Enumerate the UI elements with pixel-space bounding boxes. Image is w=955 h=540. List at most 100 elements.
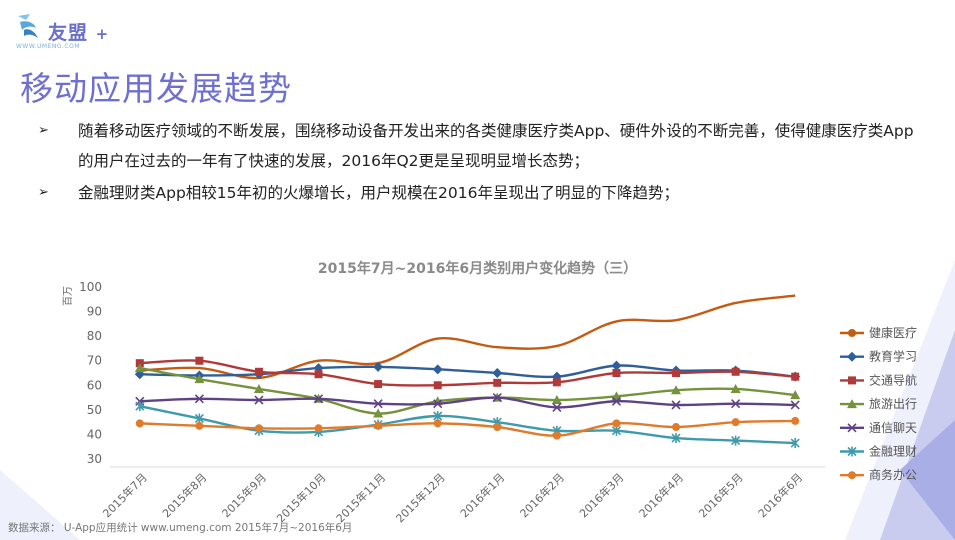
umeng-logo: 友盟 + WWW.UMENG.COM [12, 8, 122, 50]
x-tick-label: 2015年8月 [159, 470, 209, 520]
data-point [195, 356, 204, 365]
y-tick-label: 40 [87, 427, 102, 441]
y-tick-label: 70 [87, 354, 102, 368]
legend-swatch-marker [847, 423, 857, 433]
data-point [313, 394, 324, 404]
legend-swatch-marker [847, 351, 857, 362]
x-tick-label: 2016年5月 [696, 470, 746, 520]
data-point [314, 424, 323, 433]
data-point [254, 367, 263, 376]
x-tick-label: 2015年12月 [393, 470, 448, 525]
data-point [254, 395, 264, 405]
deco-triangle-left [0, 470, 80, 540]
logo-bird-icon [18, 14, 38, 38]
series-line-5 [139, 396, 796, 409]
bullet-item: ➢ 金融理财类App相较15年初的火爆增长，用户规模在2016年呈现出了明显的下… [38, 178, 918, 208]
data-point [552, 402, 562, 412]
y-tick-label: 100 [79, 280, 102, 294]
data-point [373, 361, 384, 372]
x-tick-label: 2016年4月 [636, 470, 686, 520]
data-point [492, 368, 503, 378]
y-tick-label: 30 [87, 452, 102, 466]
page-title: 移动应用发展趋势 [20, 69, 292, 108]
data-point [433, 411, 443, 421]
y-tick-label: 90 [87, 305, 102, 319]
series-line-6 [139, 404, 796, 445]
logo-url: WWW.UMENG.COM [16, 43, 81, 50]
data-point [611, 396, 622, 406]
x-tick-label: 2016年1月 [457, 470, 507, 520]
bullet-arrow-icon: ➢ [38, 185, 49, 200]
data-point [671, 433, 681, 444]
legend-label: 通信聊天 [869, 421, 917, 435]
y-tick-label: 50 [87, 403, 102, 417]
y-tick-label: 60 [87, 378, 102, 392]
data-point [731, 367, 740, 376]
data-point [433, 381, 442, 390]
data-point [314, 370, 323, 379]
legend-swatch-marker [847, 446, 857, 457]
deco-triangle-dark [900, 420, 955, 540]
series-line-1 [139, 294, 796, 380]
series-line-2 [139, 364, 796, 379]
legend-swatch-marker [848, 376, 856, 385]
data-point [194, 394, 204, 404]
data-point [552, 378, 561, 387]
data-point [731, 399, 741, 409]
data-point [194, 413, 204, 424]
data-point [791, 416, 800, 425]
y-tick-label: 80 [87, 329, 102, 343]
data-point [194, 374, 205, 384]
data-point [374, 421, 383, 430]
legend-label: 教育学习 [869, 349, 917, 364]
data-point [671, 385, 682, 395]
x-tick-label: 2015年9月 [219, 470, 269, 520]
data-point [791, 372, 800, 381]
data-point [135, 419, 144, 428]
data-point [134, 363, 145, 373]
bullet-text: 随着移动医疗领域的不断发展，围绕移动设备开发出来的各类健康医疗类App、硬件外设… [78, 122, 914, 170]
x-tick-label: 2016年6月 [755, 470, 805, 520]
data-point [790, 390, 801, 400]
x-tick-label: 2015年10月 [274, 470, 329, 525]
data-point [671, 400, 681, 410]
data-point [672, 369, 681, 377]
x-tick-label: 2015年11月 [333, 470, 388, 525]
x-tick-label: 2016年3月 [576, 470, 626, 520]
data-point [672, 423, 681, 432]
data-point [373, 408, 384, 418]
data-point [492, 393, 502, 403]
legend-swatch-marker [848, 471, 856, 480]
legend-label: 金融理财 [869, 444, 917, 459]
legend-label: 商务办公 [869, 467, 917, 482]
bullet-list: ➢ 随着移动医疗领域的不断发展，围绕移动设备开发出来的各类健康医疗类App、硬件… [38, 116, 918, 210]
data-point [611, 425, 622, 436]
data-point [493, 378, 502, 387]
data-point [433, 399, 443, 409]
data-point [195, 421, 204, 430]
data-point [433, 419, 442, 428]
data-point [432, 364, 443, 375]
chart-title: 2015年7月~2016年6月类别用户变化趋势（三） [317, 261, 638, 277]
legend-label: 健康医疗 [869, 325, 917, 340]
data-point [612, 419, 621, 428]
bullet-arrow-icon: ➢ [38, 123, 49, 138]
series-line-4 [139, 366, 796, 415]
data-point [551, 395, 562, 405]
legend-swatch-marker [848, 329, 856, 337]
x-tick-label: 2016年2月 [517, 470, 567, 520]
data-point [374, 380, 383, 389]
data-point [731, 435, 741, 446]
data-point [373, 399, 383, 409]
bullet-text: 金融理财类App相较15年初的火爆增长，用户规模在2016年呈现出了明显的下降趋… [78, 184, 679, 202]
data-point [790, 438, 800, 449]
data-point [790, 400, 800, 410]
data-point [253, 383, 264, 393]
series-line-3 [139, 359, 796, 387]
data-point [612, 369, 621, 377]
legend-swatch-marker [847, 399, 857, 409]
data-point [552, 431, 561, 440]
data-point [135, 401, 145, 412]
